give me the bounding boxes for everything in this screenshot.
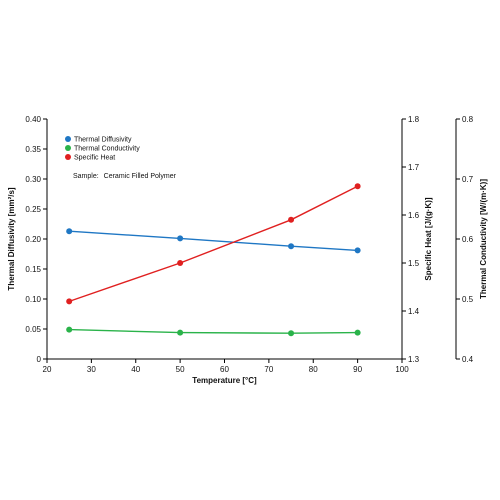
thermal-conductivity-line	[69, 328, 358, 334]
specific-heat-axis-title: Specific Heat [J/(g·K)]	[424, 197, 433, 280]
legend-marker-specific-heat	[65, 154, 71, 160]
thermal-conductivity-point	[66, 326, 73, 333]
thermal-conductivity-point	[354, 329, 361, 336]
left-y-tick-label: 0.25	[25, 205, 41, 214]
sample-annotation-label: Sample:	[73, 173, 99, 180]
x-tick-label: 40	[131, 365, 140, 374]
specific-heat-point	[354, 183, 361, 190]
legend-marker-thermal-conductivity	[65, 145, 71, 151]
thermal-diffusivity-line	[69, 230, 358, 252]
x-tick-label: 90	[353, 365, 362, 374]
sample-annotation-value: Ceramic Filled Polymer	[104, 173, 177, 180]
thermal-diffusivity-point	[66, 228, 73, 235]
thermal-conductivity-tick-label: 0.7	[462, 175, 474, 184]
sample-annotation: Sample: Ceramic Filled Polymer	[73, 173, 177, 180]
left-y-tick-label: 0	[37, 355, 42, 364]
thermal-conductivity-axis-title: Thermal Conductivity [W/(m·K)]	[479, 179, 488, 299]
thermal-diffusivity-point	[288, 243, 295, 250]
thermal-conductivity-point	[177, 329, 184, 336]
thermal-diffusivity-point	[177, 235, 184, 242]
specific-heat-tick-label: 1.4	[408, 307, 420, 316]
x-tick-label: 80	[309, 365, 318, 374]
specific-heat-tick-label: 1.8	[408, 115, 420, 124]
x-axis-title: Temperature [°C]	[192, 376, 257, 385]
thermal-conductivity-point	[288, 330, 295, 337]
specific-heat-point	[66, 298, 73, 305]
left-y-tick-label: 0.20	[25, 235, 41, 244]
left-y-tick-label: 0.40	[25, 115, 41, 124]
specific-heat-line	[68, 185, 358, 303]
x-tick-label: 20	[43, 365, 52, 374]
legend-marker-thermal-diffusivity	[65, 136, 71, 142]
left-y-tick-label: 0.05	[25, 325, 41, 334]
axis-ticks: 20 30 40 50 60 70 80 90 100 0 0.05 0.10 0.15 0.20 0.25…	[25, 115, 473, 374]
thermal-conductivity-tick-label: 0.8	[462, 115, 474, 124]
specific-heat-tick-label: 1.7	[408, 163, 420, 172]
thermal-diffusivity-point	[354, 247, 361, 254]
thermal-conductivity-tick-label: 0.4	[462, 355, 474, 364]
thermal-conductivity-tick-label: 0.6	[462, 235, 474, 244]
specific-heat-tick-label: 1.5	[408, 259, 420, 268]
thermal-conductivity-tick-label: 0.5	[462, 295, 474, 304]
x-tick-label: 30	[87, 365, 96, 374]
x-tick-label: 50	[176, 365, 185, 374]
specific-heat-point	[177, 260, 184, 266]
legend-label-thermal-conductivity: Thermal Conductivity	[74, 146, 140, 153]
legend-label-specific-heat: Specific Heat	[74, 155, 115, 162]
specific-heat-point	[288, 216, 295, 223]
legend-label-thermal-diffusivity: Thermal Diffusivity	[74, 137, 132, 144]
specific-heat-tick-label: 1.6	[408, 211, 420, 220]
left-y-tick-label: 0.30	[25, 175, 41, 184]
specific-heat-tick-label: 1.3	[408, 355, 420, 364]
left-y-tick-label: 0.10	[25, 295, 41, 304]
series-layer	[66, 183, 361, 337]
x-tick-label: 70	[264, 365, 273, 374]
x-tick-label: 100	[395, 365, 409, 374]
left-y-tick-label: 0.35	[25, 145, 41, 154]
left-y-axis-title: Thermal Diffusivity [mm²/s]	[7, 187, 16, 290]
legend: Thermal Diffusivity Thermal Conductivity S…	[65, 136, 140, 162]
left-y-tick-label: 0.15	[25, 265, 41, 274]
x-tick-label: 60	[220, 365, 229, 374]
